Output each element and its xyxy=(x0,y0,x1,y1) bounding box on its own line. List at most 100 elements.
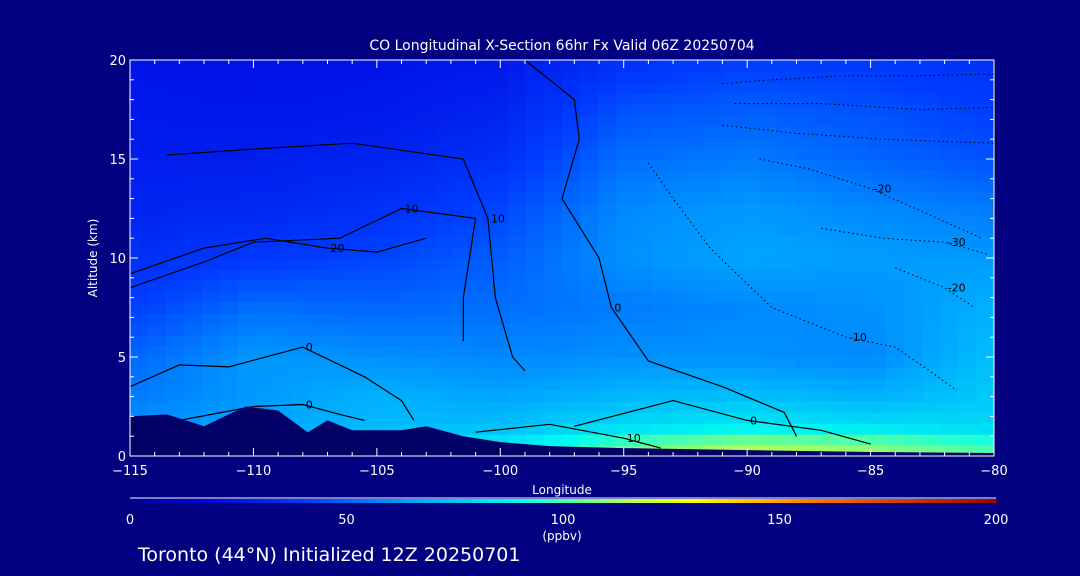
heatmap-cell xyxy=(436,203,455,215)
heatmap-cell xyxy=(472,313,491,325)
heatmap-cell xyxy=(724,192,743,204)
heatmap-cell xyxy=(436,368,455,380)
heatmap-cell xyxy=(886,236,905,248)
heatmap-cell xyxy=(616,412,635,424)
heatmap-cell xyxy=(832,203,851,215)
heatmap-cell xyxy=(976,258,994,270)
heatmap-cell xyxy=(436,357,455,369)
heatmap-cell xyxy=(418,181,437,193)
heatmap-cell xyxy=(472,225,491,237)
heatmap-cell xyxy=(814,159,833,171)
heatmap-cell xyxy=(274,357,293,369)
heatmap-cell xyxy=(364,181,383,193)
x-tick-label: −100 xyxy=(482,464,518,479)
heatmap-cell xyxy=(346,335,365,347)
heatmap-cell xyxy=(490,357,509,369)
heatmap-cell xyxy=(184,104,203,116)
heatmap-cell xyxy=(796,192,815,204)
heatmap-cell xyxy=(886,258,905,270)
heatmap-cell xyxy=(940,269,959,281)
heatmap-cell xyxy=(958,82,977,94)
heatmap-cell xyxy=(670,357,689,369)
heatmap-cell xyxy=(922,247,941,259)
heatmap-cell xyxy=(868,137,887,149)
heatmap-cell xyxy=(922,302,941,314)
heatmap-cell xyxy=(742,203,761,215)
heatmap-cell xyxy=(670,324,689,336)
heatmap-cell xyxy=(778,280,797,292)
heatmap-cell xyxy=(238,71,257,83)
heatmap-cell xyxy=(256,137,275,149)
heatmap-cell xyxy=(184,401,203,413)
heatmap-cell xyxy=(760,214,779,226)
heatmap-cell xyxy=(688,93,707,105)
heatmap-cell xyxy=(166,280,185,292)
heatmap-cell xyxy=(850,302,869,314)
colorbar-segment xyxy=(252,499,261,503)
heatmap-cell xyxy=(976,280,994,292)
heatmap-cell xyxy=(490,291,509,303)
heatmap-cell xyxy=(760,71,779,83)
heatmap-cell xyxy=(130,203,149,215)
heatmap-cell xyxy=(976,390,994,402)
heatmap-cell xyxy=(976,104,994,116)
heatmap-cell xyxy=(652,412,671,424)
heatmap-cell xyxy=(580,181,599,193)
heatmap-cell xyxy=(886,280,905,292)
heatmap-cell xyxy=(400,368,419,380)
heatmap-cell xyxy=(526,181,545,193)
heatmap-cell xyxy=(796,302,815,314)
heatmap-cell xyxy=(850,236,869,248)
heatmap-cell xyxy=(274,214,293,226)
heatmap-cell xyxy=(634,269,653,281)
heatmap-cell xyxy=(292,269,311,281)
heatmap-cell xyxy=(868,170,887,182)
heatmap-cell xyxy=(598,192,617,204)
heatmap-cell xyxy=(976,423,994,435)
heatmap-cell xyxy=(220,357,239,369)
heatmap-cell xyxy=(976,181,994,193)
heatmap-cell xyxy=(184,390,203,402)
heatmap-cell xyxy=(202,401,221,413)
heatmap-cell xyxy=(364,291,383,303)
heatmap-cell xyxy=(202,291,221,303)
heatmap-cell xyxy=(508,148,527,160)
heatmap-cell xyxy=(400,71,419,83)
heatmap-cell xyxy=(904,291,923,303)
heatmap-cell xyxy=(400,258,419,270)
colorbar-segment xyxy=(404,499,413,503)
x-tick-label: −95 xyxy=(610,464,637,479)
heatmap-cell xyxy=(184,159,203,171)
heatmap-cell xyxy=(382,302,401,314)
heatmap-cell xyxy=(346,93,365,105)
heatmap-cell xyxy=(850,423,869,435)
heatmap-cell xyxy=(652,401,671,413)
contour-label: 0 xyxy=(306,341,313,354)
colorbar-segment xyxy=(498,499,506,503)
heatmap-cell xyxy=(940,93,959,105)
colorbar-tick-label: 100 xyxy=(551,513,576,528)
heatmap-cell xyxy=(508,379,527,391)
contour-label: -20 xyxy=(948,282,966,295)
heatmap-cell xyxy=(220,137,239,149)
heatmap-cell xyxy=(814,335,833,347)
heatmap-cell xyxy=(598,126,617,138)
heatmap-cell xyxy=(904,302,923,314)
heatmap-cell xyxy=(544,379,563,391)
heatmap-cell xyxy=(670,346,689,358)
heatmap-cell xyxy=(670,192,689,204)
heatmap-cell xyxy=(796,93,815,105)
heatmap-cell xyxy=(400,357,419,369)
heatmap-cell xyxy=(490,247,509,259)
colorbar-segment xyxy=(779,499,788,503)
heatmap-cell xyxy=(778,269,797,281)
heatmap-cell xyxy=(508,335,527,347)
heatmap-cell xyxy=(238,335,257,347)
heatmap-cell xyxy=(274,247,293,259)
heatmap-cell xyxy=(634,148,653,160)
heatmap-cell xyxy=(958,335,977,347)
heatmap-cell xyxy=(760,434,779,446)
heatmap-cell xyxy=(490,181,509,193)
heatmap-cell xyxy=(922,324,941,336)
heatmap-cell xyxy=(706,302,725,314)
